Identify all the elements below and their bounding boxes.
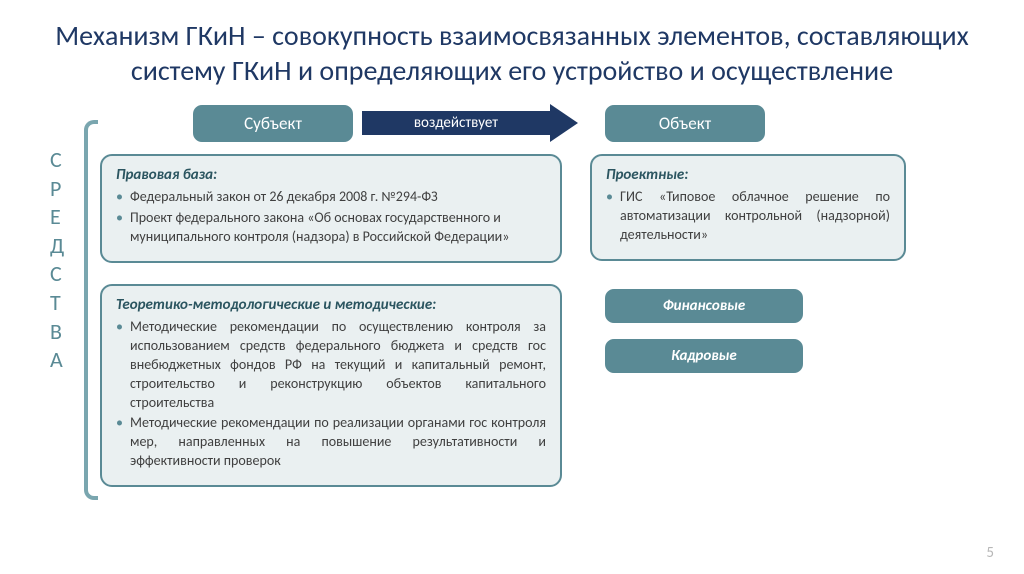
pill-personnel: Кадровые [604,338,804,374]
vertical-label: СРЕДСТВА [50,146,66,375]
card-title: Проектные: [606,166,890,184]
page-number: 5 [986,544,994,562]
vertical-label-char: С [50,260,66,289]
vertical-label-char: Д [50,232,66,261]
vertical-label-char: Т [50,289,66,318]
vertical-label-char: В [50,318,66,347]
list-item: ГИС «Типовое облачное решение по автомат… [606,188,890,245]
vertical-label-char: Р [50,175,66,204]
vertical-label-char: Е [50,203,66,232]
card-project: Проектные: ГИС «Типовое облачное решение… [590,154,906,261]
arrow: воздействует [362,104,580,142]
list-item: Методические рекомендации по реализации … [116,414,546,471]
card-title: Правовая база: [116,166,546,184]
card-methodological: Теоретико-методологические и методически… [100,284,562,487]
arrow-label: воздействует [362,111,550,135]
card-title: Теоретико-методологические и методически… [116,296,546,314]
arrow-head-icon [550,104,578,142]
card-list: Федеральный закон от 26 декабря 2008 г. … [116,188,546,247]
bracket-line [84,120,98,500]
page-title: Механизм ГКиН – совокупность взаимосвяза… [0,0,1024,98]
list-item: Методические рекомендации по осуществлен… [116,318,546,412]
object-box: Объект [604,104,766,143]
list-item: Проект федерального закона «Об основах г… [116,209,546,247]
vertical-label-char: А [50,346,66,375]
pill-financial: Финансовые [604,288,804,324]
list-item: Федеральный закон от 26 декабря 2008 г. … [116,188,546,207]
subject-box: Субъект [192,104,354,143]
card-list: Методические рекомендации по осуществлен… [116,318,546,471]
vertical-label-char: С [50,146,66,175]
card-list: ГИС «Типовое облачное решение по автомат… [606,188,890,245]
card-legal-base: Правовая база: Федеральный закон от 26 д… [100,154,562,263]
diagram-area: СРЕДСТВА Субъект воздействует Объект Пра… [0,98,1024,538]
